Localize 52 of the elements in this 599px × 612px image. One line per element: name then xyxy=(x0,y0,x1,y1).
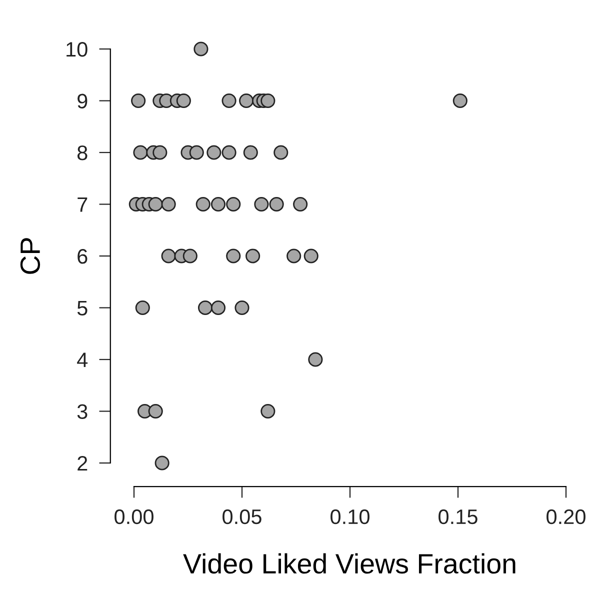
x-tick-label: 0.15 xyxy=(438,509,478,524)
point xyxy=(135,300,150,316)
point xyxy=(189,145,204,160)
point xyxy=(133,145,148,160)
point xyxy=(222,93,236,108)
point xyxy=(196,196,210,212)
point xyxy=(260,404,276,419)
y-tick-label: 5 xyxy=(77,300,88,316)
point xyxy=(260,93,276,108)
point xyxy=(182,248,198,264)
point xyxy=(148,404,163,419)
point xyxy=(293,196,308,212)
point xyxy=(239,93,254,108)
point xyxy=(304,248,318,264)
point xyxy=(148,196,163,212)
point xyxy=(286,248,302,264)
point xyxy=(254,196,269,212)
point xyxy=(161,248,176,264)
point xyxy=(226,196,241,212)
point xyxy=(206,145,222,160)
point xyxy=(222,145,236,160)
y-tick-label: 7 xyxy=(78,197,88,212)
point xyxy=(194,42,208,56)
y-tick-label: 2 xyxy=(78,456,88,471)
point xyxy=(308,352,323,367)
y-tick-label: 8 xyxy=(77,146,88,160)
point xyxy=(161,196,176,212)
point xyxy=(210,196,226,212)
point xyxy=(176,93,191,108)
y-tick-label: 9 xyxy=(78,94,88,109)
point xyxy=(131,93,146,108)
x-tick-label: 0.00 xyxy=(114,509,154,524)
point xyxy=(269,196,284,212)
point xyxy=(198,300,213,316)
y-axis-title: CP xyxy=(20,238,40,274)
point xyxy=(246,248,260,264)
y-tick-label: 3 xyxy=(77,404,88,420)
y-tick-label: 10 xyxy=(66,42,88,57)
point xyxy=(452,93,468,108)
y-tick-label: 4 xyxy=(77,352,88,368)
x-tick-label: 0.20 xyxy=(546,509,586,524)
x-axis-title: Video Liked Views Fraction xyxy=(183,553,516,574)
point xyxy=(243,145,258,160)
point xyxy=(274,145,288,160)
x-tick-label: 0.05 xyxy=(222,509,262,524)
point xyxy=(152,145,168,160)
point xyxy=(234,300,250,316)
y-tick-label: 6 xyxy=(78,249,88,264)
point xyxy=(154,456,170,470)
point xyxy=(226,248,241,264)
point xyxy=(210,300,226,316)
x-tick-label: 0.10 xyxy=(330,509,370,524)
